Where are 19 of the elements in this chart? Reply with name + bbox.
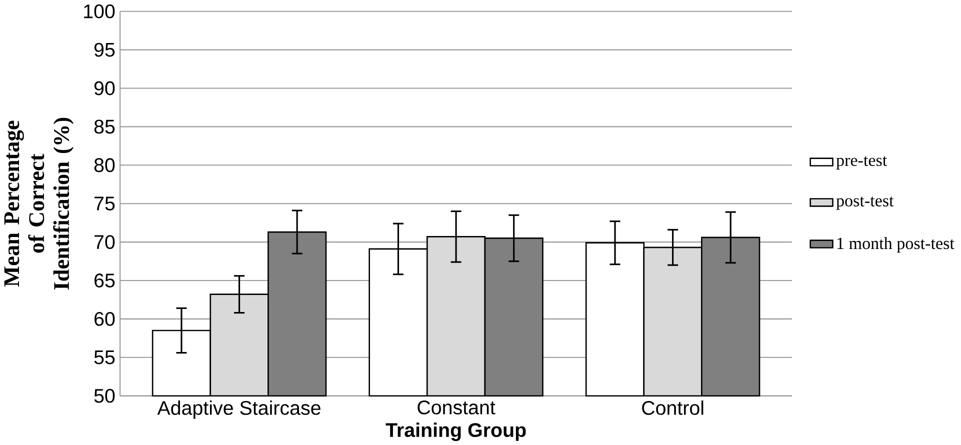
y-tick-label: 75 bbox=[94, 196, 115, 210]
legend-label: post-test bbox=[836, 196, 894, 210]
y-tick-label: 70 bbox=[94, 234, 115, 249]
y-tick-label: 50 bbox=[94, 388, 115, 403]
x-tick-label: Constant bbox=[418, 400, 496, 414]
y-tick-label: 65 bbox=[94, 273, 115, 288]
y-tick-label: 60 bbox=[94, 312, 115, 326]
y-tick-label: 95 bbox=[94, 42, 115, 57]
legend-label: pre-test bbox=[836, 156, 888, 170]
legend-label: 1 month post-test bbox=[838, 236, 954, 252]
x-tick-label: Adaptive Staircase bbox=[157, 400, 320, 419]
y-axis-title: Mean Percentage of Correct Identification (%) bbox=[4, 118, 74, 290]
y-tick-label: 100 bbox=[84, 4, 115, 18]
y-tick-label: 90 bbox=[94, 81, 115, 96]
y-tick-label: 80 bbox=[94, 158, 115, 172]
x-tick-label: Control bbox=[642, 400, 704, 415]
y-tick-label: 55 bbox=[94, 350, 115, 364]
x-axis-title: Training Group bbox=[386, 422, 526, 441]
y-tick-label: 85 bbox=[94, 120, 115, 134]
